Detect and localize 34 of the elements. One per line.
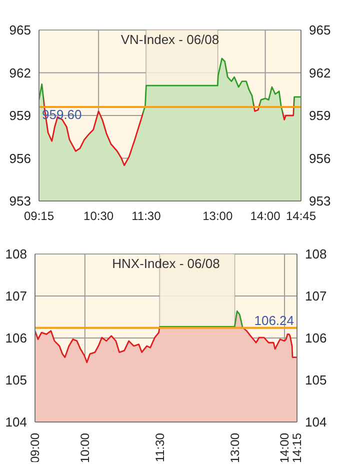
y-tick-label: 965 [9, 22, 31, 38]
y-tick-label: 953 [9, 194, 31, 209]
x-tick-label: 14:45 [286, 209, 316, 223]
y2-tick-label: 959 [309, 108, 331, 124]
y-tick-label: 959 [9, 108, 31, 124]
y-tick-label: 107 [5, 288, 27, 304]
y-tick-label: 108 [5, 246, 27, 262]
x-tick-label: 11:30 [132, 209, 162, 223]
chart-title: HNX-Index - 06/08 [111, 256, 221, 271]
x-tick-label: 14:00 [278, 432, 292, 464]
y2-tick-label: 965 [309, 22, 331, 38]
y2-tick-label: 104 [305, 414, 327, 430]
y2-tick-label: 105 [305, 372, 327, 388]
x-tick-label: 13:00 [228, 432, 242, 464]
y2-tick-label: 107 [305, 288, 327, 304]
y-tick-label: 105 [5, 372, 27, 388]
y-tick-label: 962 [9, 65, 31, 80]
chart-title: VN-Index - 06/08 [120, 32, 220, 47]
y2-tick-label: 962 [309, 65, 331, 80]
x-tick-label: 11:30 [152, 432, 167, 462]
y2-tick-label: 956 [309, 150, 331, 166]
ref-line-label: 106.24 [254, 312, 294, 328]
x-tick-label: 14:15 [290, 432, 304, 464]
y-tick-label: 106 [5, 330, 27, 346]
x-tick-label: 13:00 [202, 209, 233, 223]
x-tick-label: 09:15 [24, 209, 54, 223]
y-tick-label: 104 [5, 414, 27, 430]
y2-tick-label: 106 [305, 330, 327, 346]
x-tick-label: 14:00 [250, 209, 281, 223]
y2-tick-label: 108 [305, 246, 327, 262]
y2-tick-label: 953 [309, 194, 331, 209]
y-tick-label: 956 [9, 150, 31, 166]
x-tick-label: 10:30 [84, 209, 114, 223]
x-tick-label: 10:00 [78, 432, 92, 464]
